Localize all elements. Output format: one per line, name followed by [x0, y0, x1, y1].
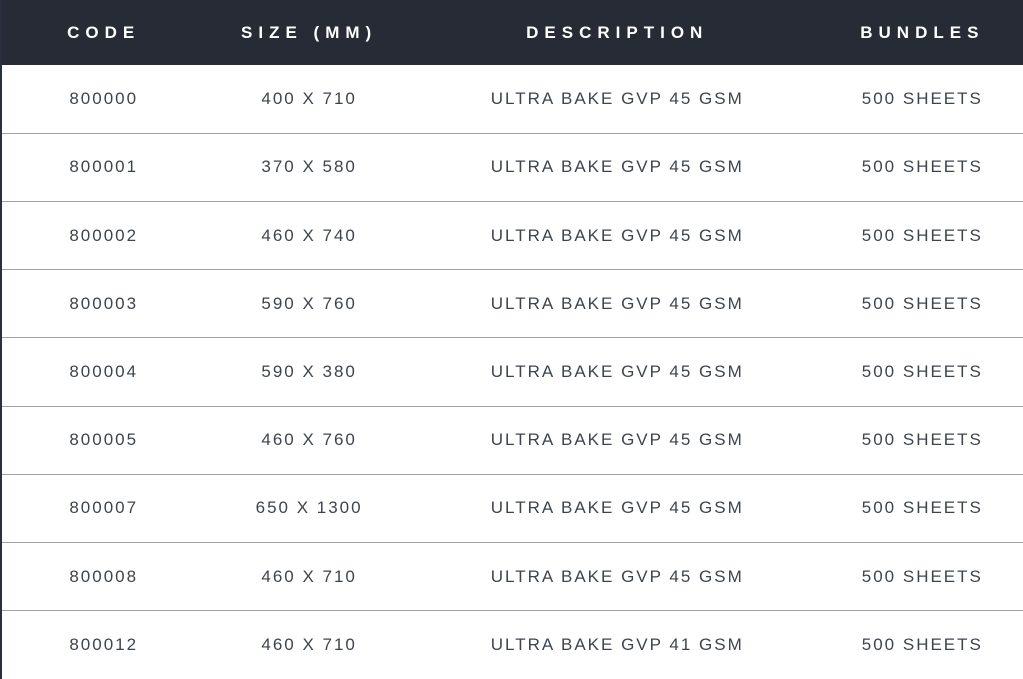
cell-size: 460 X 740 — [205, 200, 413, 270]
table-row: 800012 460 X 710 ULTRA BAKE GVP 41 GSM 5… — [1, 610, 1023, 679]
cell-code: 800000 — [69, 88, 139, 108]
cell-description: ULTRA BAKE GVP 45 GSM — [412, 200, 822, 270]
cell-code: 800012 — [1, 610, 206, 679]
cell-bundles: 500 SHEETS — [821, 200, 1023, 270]
table-row: 800004 590 X 380 ULTRA BAKE GVP 45 GSM 5… — [1, 337, 1023, 407]
table-row: 800000 400 X 710 ULTRA BAKE GVP 45 GSM 5… — [1, 65, 1023, 134]
table-header: CODE SIZE (MM) DESCRIPTION BUNDLES — [1, 0, 1023, 65]
cell-size: 650 X 1300 — [205, 473, 413, 543]
column-header-size: SIZE (MM) — [241, 22, 378, 42]
cell-description: ULTRA BAKE GVP 45 GSM — [412, 473, 822, 543]
cell-size: 370 X 580 — [205, 132, 413, 202]
cell-description: ULTRA BAKE GVP 45 GSM — [412, 337, 822, 407]
cell-size: 590 X 380 — [205, 337, 413, 407]
cell-description: ULTRA BAKE GVP 45 GSM — [412, 269, 822, 338]
cell-description: ULTRA BAKE GVP 41 GSM — [412, 610, 822, 679]
cell-code: 800004 — [1, 337, 206, 407]
cell-bundles: 500 SHEETS — [821, 337, 1023, 407]
table-row: 800002 460 X 740 ULTRA BAKE GVP 45 GSM 5… — [1, 200, 1023, 270]
cell-code: 800002 — [1, 200, 206, 270]
cell-bundles: 500 SHEETS — [821, 405, 1023, 475]
cell-size: 460 X 710 — [205, 542, 413, 611]
cell-size: 460 X 710 — [205, 610, 413, 679]
table-row: 800008 460 X 710 ULTRA BAKE GVP 45 GSM 5… — [1, 542, 1023, 611]
cell-bundles: 500 SHEETS — [821, 269, 1023, 338]
cell-bundles: 500 SHEETS — [821, 473, 1023, 543]
cell-code: 800005 — [1, 405, 206, 475]
cell-description: ULTRA BAKE GVP 45 GSM — [412, 405, 822, 475]
cell-code: 800008 — [1, 542, 206, 611]
table-row: 800003 590 X 760 ULTRA BAKE GVP 45 GSM 5… — [1, 269, 1023, 338]
cell-size: 460 X 760 — [205, 405, 413, 475]
column-header-bundles: BUNDLES — [860, 22, 985, 42]
cell-description: ULTRA BAKE GVP 45 GSM — [412, 542, 822, 611]
table-row: 800001 370 X 580 ULTRA BAKE GVP 45 GSM 5… — [1, 132, 1023, 202]
cell-bundles: 500 SHEETS — [821, 132, 1023, 202]
table-body: 800000 400 X 710 ULTRA BAKE GVP 45 GSM 5… — [1, 65, 1023, 679]
cell-bundles: 500 SHEETS — [861, 88, 983, 108]
cell-code: 800007 — [1, 473, 206, 543]
column-header-description: DESCRIPTION — [526, 22, 709, 42]
table-header-row: CODE SIZE (MM) DESCRIPTION BUNDLES — [1, 0, 1023, 65]
cell-description: ULTRA BAKE GVP 45 GSM — [412, 132, 822, 202]
cell-size: 590 X 760 — [205, 269, 413, 338]
table-row: 800007 650 X 1300 ULTRA BAKE GVP 45 GSM … — [1, 473, 1023, 543]
cell-bundles: 500 SHEETS — [821, 610, 1023, 679]
cell-size: 400 X 710 — [261, 88, 357, 108]
cell-code: 800003 — [1, 269, 206, 338]
table-row: 800005 460 X 760 ULTRA BAKE GVP 45 GSM 5… — [1, 405, 1023, 475]
cell-code: 800001 — [1, 132, 206, 202]
cell-bundles: 500 SHEETS — [821, 542, 1023, 611]
cell-description: ULTRA BAKE GVP 45 GSM — [490, 88, 744, 108]
column-header-code: CODE — [67, 22, 141, 42]
